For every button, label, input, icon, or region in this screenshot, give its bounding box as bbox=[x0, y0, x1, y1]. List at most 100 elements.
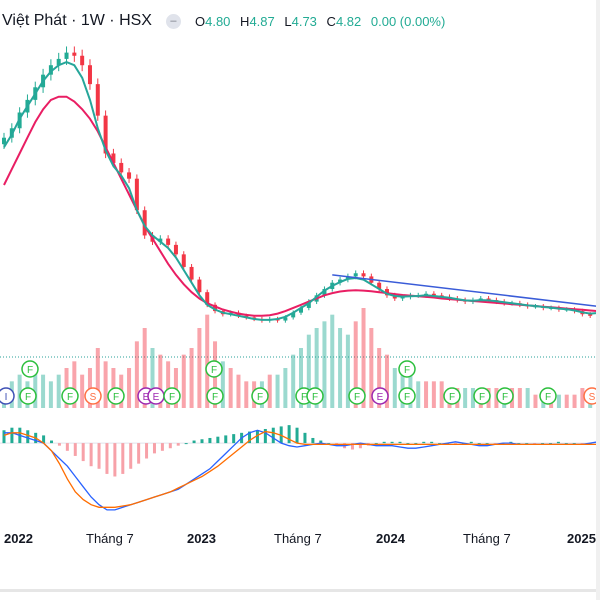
candle-body bbox=[158, 238, 163, 242]
candle-body bbox=[431, 293, 436, 296]
event-marker-letter: F bbox=[25, 392, 31, 403]
candle-body bbox=[283, 317, 288, 321]
candle-body bbox=[142, 210, 147, 236]
xaxis-label-thang7-2024: Tháng 7 bbox=[463, 531, 511, 546]
candle-body bbox=[213, 304, 218, 312]
signal-line bbox=[3, 430, 598, 508]
macd-histogram-bar bbox=[303, 432, 307, 444]
volume-bar bbox=[244, 381, 249, 408]
macd-histogram-bar bbox=[224, 435, 228, 444]
dash-circle-icon[interactable]: – bbox=[165, 13, 181, 29]
xaxis-label-2025: 2025 bbox=[567, 531, 596, 546]
volume-bar bbox=[392, 368, 397, 408]
volume-bar bbox=[181, 354, 186, 408]
macd-histogram-bar bbox=[477, 443, 481, 445]
macd-histogram-bar bbox=[113, 443, 117, 477]
candle-body bbox=[64, 52, 69, 59]
macd-histogram-bar bbox=[184, 443, 188, 445]
macd-histogram-bar bbox=[319, 440, 323, 444]
candle-body bbox=[353, 273, 358, 277]
volume-bar bbox=[377, 348, 382, 408]
event-marker: F bbox=[163, 387, 181, 405]
volume-bar bbox=[384, 354, 389, 408]
event-marker: F bbox=[206, 387, 224, 405]
candle-body bbox=[197, 279, 202, 293]
volume-bar bbox=[275, 374, 280, 408]
candle-body bbox=[400, 296, 405, 299]
event-marker-letter: F bbox=[27, 365, 33, 376]
volume-bar bbox=[338, 328, 343, 408]
candle-body bbox=[291, 312, 296, 318]
macd-histogram-bar bbox=[176, 443, 180, 446]
volume-bar bbox=[369, 328, 374, 408]
candle-layer bbox=[2, 46, 600, 323]
macd-histogram-bar bbox=[208, 437, 212, 444]
volume-bar bbox=[291, 354, 296, 408]
macd-histogram-bar bbox=[517, 443, 521, 445]
event-marker-circle bbox=[398, 360, 416, 378]
candle-body bbox=[127, 172, 132, 179]
event-marker: F bbox=[398, 360, 416, 378]
macd-histogram-bar bbox=[327, 443, 331, 445]
change-value: 0.00 (0.00%) bbox=[370, 13, 446, 29]
macd-histogram-bar bbox=[26, 430, 30, 444]
event-marker-circle bbox=[583, 387, 600, 405]
candle-body bbox=[95, 84, 100, 116]
event-marker-letter: E bbox=[377, 392, 384, 403]
volume-bar bbox=[424, 381, 429, 408]
candle-body bbox=[299, 307, 303, 313]
event-marker: F bbox=[398, 387, 416, 405]
event-marker-circle bbox=[0, 387, 15, 405]
volume-bar bbox=[197, 328, 202, 408]
volume-bar bbox=[72, 361, 77, 408]
candle-body bbox=[119, 162, 124, 173]
macd-histogram-bar bbox=[422, 441, 426, 444]
candle-body bbox=[306, 301, 311, 308]
volume-bar bbox=[306, 334, 311, 408]
event-marker: S bbox=[583, 387, 600, 405]
right-scale-edge[interactable] bbox=[596, 0, 600, 600]
event-marker-circle bbox=[306, 387, 324, 405]
volume-bar bbox=[299, 348, 303, 408]
high-label: H bbox=[240, 13, 250, 29]
volume-bar bbox=[517, 388, 522, 408]
event-marker-letter: E bbox=[143, 392, 150, 403]
event-marker-circle bbox=[251, 387, 269, 405]
volume-bar bbox=[416, 381, 421, 408]
event-marker: F bbox=[251, 387, 269, 405]
macd-histogram-bar bbox=[97, 443, 101, 469]
candle-body bbox=[103, 115, 108, 154]
volume-bar bbox=[205, 314, 210, 408]
macd-histogram-bar bbox=[358, 443, 362, 449]
macd-histogram-bar bbox=[89, 443, 93, 467]
volume-bar bbox=[330, 314, 335, 408]
volume-bar bbox=[189, 348, 194, 408]
event-marker-circle bbox=[473, 387, 491, 405]
macd-histogram-bar bbox=[137, 443, 141, 464]
event-marker-letter: F bbox=[301, 392, 307, 403]
macd-histogram-bar bbox=[255, 430, 259, 444]
event-marker-letter: F bbox=[354, 392, 360, 403]
volume-bar bbox=[142, 328, 147, 408]
macd-histogram-bar bbox=[168, 443, 172, 449]
volume-bar bbox=[525, 388, 530, 408]
macd-histogram-bar bbox=[152, 443, 156, 454]
candle-body bbox=[588, 314, 593, 316]
macd-histogram-bar bbox=[350, 443, 354, 450]
symbol-title[interactable]: Việt Phát · 1W · HSX bbox=[2, 12, 152, 29]
volume-bar bbox=[345, 334, 350, 408]
volume-bar bbox=[134, 341, 139, 408]
macd-histogram-bar bbox=[192, 440, 196, 444]
volume-bar bbox=[353, 321, 358, 408]
candle-body bbox=[189, 266, 194, 280]
candle-body bbox=[486, 298, 491, 301]
event-marker-circle bbox=[539, 387, 557, 405]
event-marker-letter: S bbox=[589, 392, 596, 403]
macd-histogram-bar bbox=[287, 425, 291, 444]
macd-histogram-bar bbox=[430, 441, 434, 444]
event-marker-circle bbox=[205, 360, 223, 378]
macd-histogram-bar bbox=[374, 443, 378, 445]
event-marker: F bbox=[306, 387, 324, 405]
